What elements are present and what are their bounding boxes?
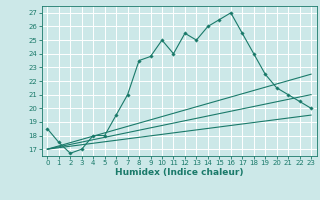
X-axis label: Humidex (Indice chaleur): Humidex (Indice chaleur) (115, 168, 244, 177)
